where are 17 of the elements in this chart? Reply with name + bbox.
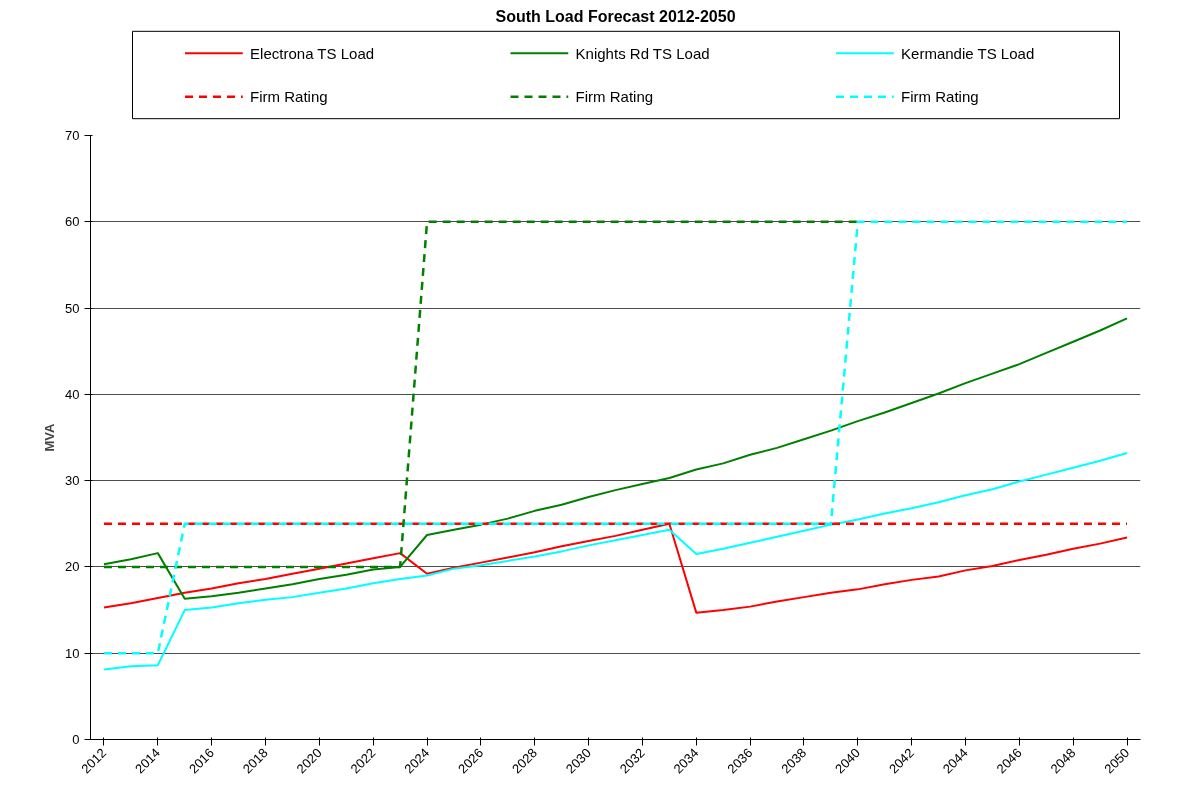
line-series (102, 522, 1129, 614)
legend-label: Knights Rd TS Load (575, 44, 710, 62)
legend-label: Firm Rating (250, 88, 328, 106)
y-tick-label: 40 (65, 386, 80, 402)
legend-label: Kermandie TS Load (901, 44, 1035, 62)
chart-title: South Load Forecast 2012-2050 (495, 7, 736, 25)
legend-label: Electrona TS Load (250, 44, 375, 62)
y-tick-label: 0 (72, 732, 80, 747)
y-tick-label: 20 (65, 559, 80, 575)
y-tick-label: 30 (65, 473, 80, 489)
y-tick-label: 70 (65, 128, 80, 143)
legend-label: Firm Rating (575, 88, 654, 106)
y-tick-label: 10 (65, 645, 80, 661)
legend-label: Firm Rating (901, 88, 979, 106)
y-tick-label: 50 (65, 300, 80, 316)
y-tick-label: 60 (65, 214, 80, 230)
y-axis-title: MVA (42, 422, 58, 452)
